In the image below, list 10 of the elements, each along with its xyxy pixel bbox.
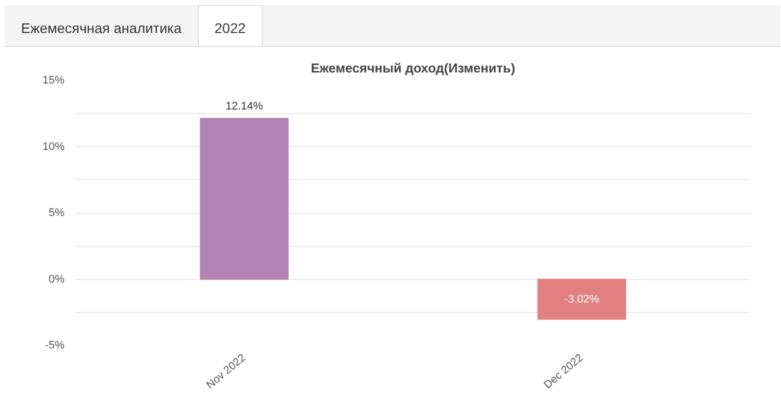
y-tick-label: 15% bbox=[42, 74, 65, 86]
y-tick-label: 0% bbox=[48, 273, 65, 286]
data-label: -3.02% bbox=[564, 293, 600, 306]
text: 2022 bbox=[214, 19, 247, 38]
y-tick-label: 5% bbox=[48, 207, 65, 219]
y-tick-label: 10% bbox=[42, 140, 65, 153]
text: Ежемесячная аналитика bbox=[20, 19, 183, 38]
data-label: 12.14% bbox=[226, 100, 264, 112]
y-tick-label: -5% bbox=[44, 340, 65, 352]
chart-title: Ежемесячный доход(Изменить) bbox=[310, 60, 516, 76]
